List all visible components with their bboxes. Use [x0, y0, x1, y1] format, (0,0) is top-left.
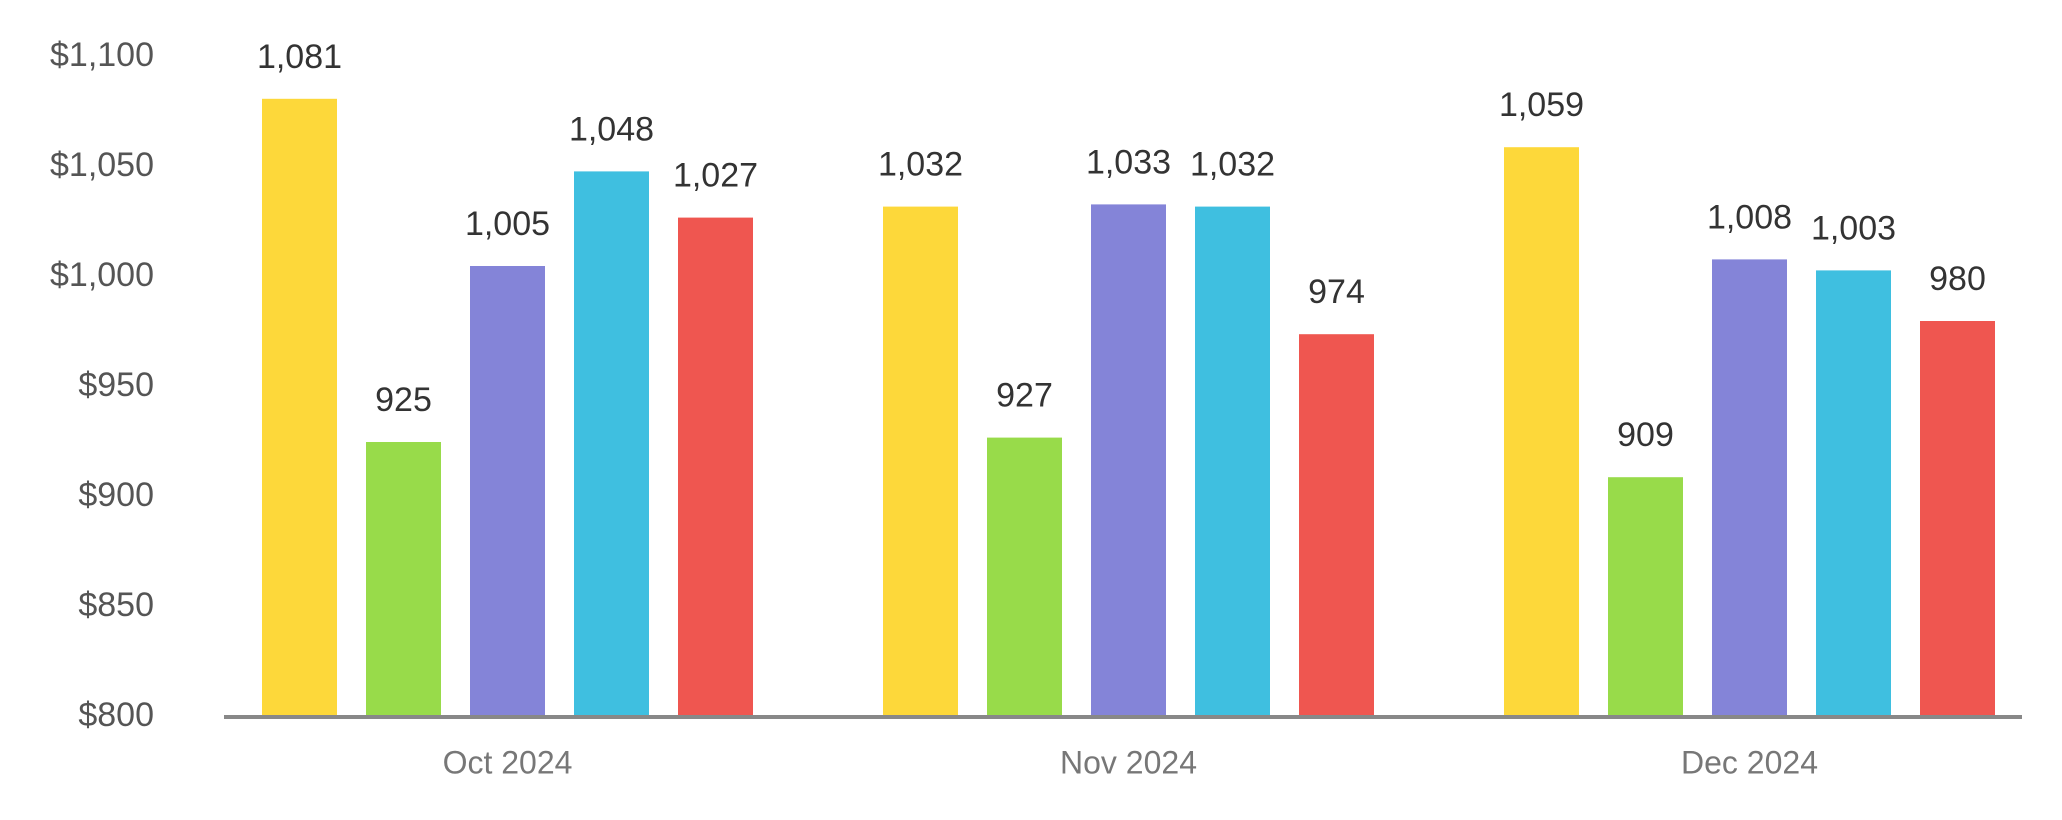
bar: [1091, 204, 1166, 717]
value-label: 1,008: [1707, 198, 1792, 236]
bar: [1195, 206, 1270, 717]
bar: [1712, 259, 1787, 717]
bar: [1299, 334, 1374, 717]
y-tick-label: $800: [78, 696, 154, 734]
value-label: 909: [1617, 416, 1674, 454]
value-label: 1,003: [1811, 209, 1896, 247]
y-tick-label: $1,100: [50, 36, 154, 74]
bar: [883, 206, 958, 717]
bar: [366, 442, 441, 717]
value-label: 1,048: [569, 110, 654, 148]
y-tick-label: $1,000: [50, 256, 154, 294]
bar: [1608, 477, 1683, 717]
value-label: 1,033: [1086, 143, 1171, 181]
value-label: 1,032: [878, 146, 963, 184]
bar: [574, 171, 649, 717]
value-label: 1,081: [257, 38, 342, 76]
value-label: 927: [996, 377, 1053, 415]
bar: [1920, 321, 1995, 717]
bar: [470, 266, 545, 717]
bar: [1504, 147, 1579, 717]
x-tick-label: Oct 2024: [443, 744, 573, 780]
value-label: 980: [1929, 260, 1986, 298]
value-label: 1,032: [1190, 146, 1275, 184]
bar: [987, 437, 1062, 717]
bar: [1816, 270, 1891, 717]
value-label: 1,005: [465, 205, 550, 243]
value-label: 1,027: [673, 157, 758, 195]
x-tick-label: Nov 2024: [1060, 744, 1197, 780]
value-label: 974: [1308, 273, 1365, 311]
bar: [678, 217, 753, 717]
y-tick-label: $850: [78, 586, 154, 624]
value-label: 925: [375, 381, 432, 419]
bar: [262, 98, 337, 718]
x-tick-label: Dec 2024: [1681, 744, 1818, 780]
y-tick-label: $950: [78, 366, 154, 404]
value-label: 1,059: [1499, 86, 1584, 124]
y-tick-label: $1,050: [50, 146, 154, 184]
y-tick-label: $900: [78, 476, 154, 514]
